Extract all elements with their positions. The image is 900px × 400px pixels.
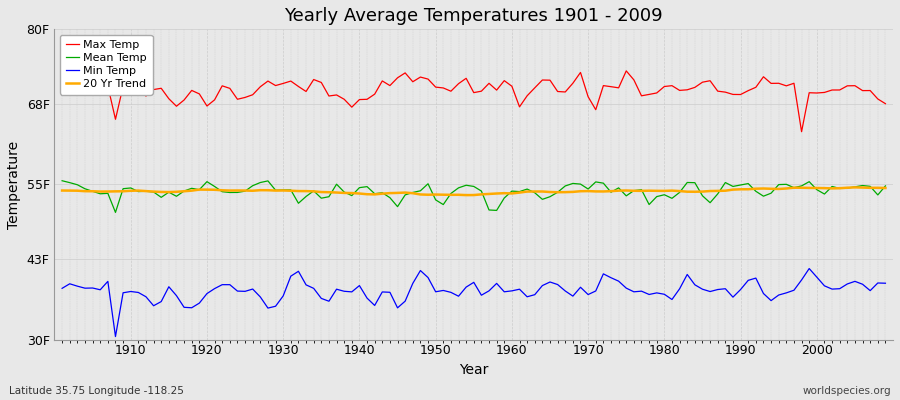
20 Yr Trend (880, 186, 891, 190)
Max Temp (507, 84, 517, 89)
X-axis label: Year: Year (459, 363, 489, 377)
Max Temp (338, 97, 349, 102)
Mean Temp (57, 178, 68, 183)
Min Temp (293, 269, 304, 274)
Max Temp (796, 129, 807, 134)
Max Temp (57, 81, 68, 86)
Min Temp (880, 281, 891, 286)
Text: Latitude 35.75 Longitude -118.25: Latitude 35.75 Longitude -118.25 (9, 386, 184, 396)
Title: Yearly Average Temperatures 1901 - 2009: Yearly Average Temperatures 1901 - 2009 (284, 7, 663, 25)
Min Temp (57, 286, 68, 291)
Min Temp (606, 275, 616, 280)
20 Yr Trend (507, 191, 517, 196)
Max Temp (514, 104, 525, 109)
Max Temp (606, 84, 616, 89)
Max Temp (880, 101, 891, 106)
20 Yr Trend (461, 193, 472, 198)
Max Temp (125, 85, 136, 90)
Mean Temp (507, 189, 517, 194)
Mean Temp (514, 189, 525, 194)
Mean Temp (125, 186, 136, 190)
Line: 20 Yr Trend: 20 Yr Trend (62, 187, 886, 195)
Max Temp (94, 66, 105, 71)
Mean Temp (606, 190, 616, 195)
Min Temp (110, 334, 121, 339)
Legend: Max Temp, Mean Temp, Min Temp, 20 Yr Trend: Max Temp, Mean Temp, Min Temp, 20 Yr Tre… (60, 35, 153, 95)
Min Temp (125, 289, 136, 294)
20 Yr Trend (331, 190, 342, 195)
Mean Temp (338, 190, 349, 194)
20 Yr Trend (57, 188, 68, 193)
Min Temp (507, 288, 517, 293)
20 Yr Trend (285, 188, 296, 193)
Max Temp (293, 84, 304, 89)
Mean Temp (293, 201, 304, 206)
Min Temp (804, 266, 814, 271)
Min Temp (338, 289, 349, 294)
20 Yr Trend (850, 185, 860, 190)
20 Yr Trend (514, 190, 525, 195)
Line: Mean Temp: Mean Temp (62, 181, 886, 212)
Min Temp (514, 287, 525, 292)
Text: worldspecies.org: worldspecies.org (803, 386, 891, 396)
Mean Temp (880, 184, 891, 188)
Mean Temp (110, 210, 121, 215)
Line: Max Temp: Max Temp (62, 68, 886, 132)
Y-axis label: Temperature: Temperature (7, 140, 21, 228)
20 Yr Trend (118, 189, 129, 194)
20 Yr Trend (606, 189, 616, 194)
Line: Min Temp: Min Temp (62, 268, 886, 336)
